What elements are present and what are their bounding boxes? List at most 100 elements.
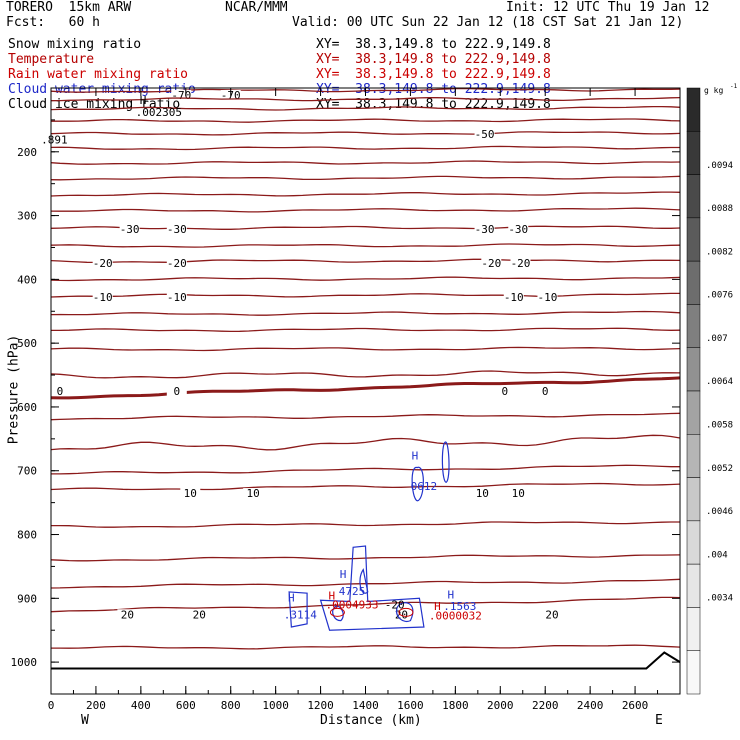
rain-contour xyxy=(398,607,414,617)
cloud-water-contour xyxy=(319,545,425,631)
temperature-contour xyxy=(50,191,681,197)
contour-label-mask xyxy=(49,386,70,396)
contour-label: -30 xyxy=(120,223,140,236)
cloud-water-max-label: .1563 xyxy=(443,600,476,613)
rain-max-label: H xyxy=(434,600,441,613)
contour-label-mask xyxy=(474,223,495,234)
temperature-contour xyxy=(50,346,681,352)
temperature-contour xyxy=(50,370,681,379)
contour-label: 20 xyxy=(121,608,134,621)
temperature-contour xyxy=(50,225,681,230)
contour-label-mask xyxy=(166,257,187,268)
contour-label-mask xyxy=(119,223,140,234)
y-tick-label: 500 xyxy=(17,337,37,350)
cloud-water-max-label: .3114 xyxy=(284,609,317,622)
contour-label: -20 xyxy=(93,257,113,270)
terrain-line xyxy=(51,651,681,670)
y-tick-label: 800 xyxy=(17,529,37,542)
contour-layer: -70 -70-50-30 -30 -30 -30-20 -20 -20 -20-10 -10-… xyxy=(41,87,681,670)
x-tick-label: 1800 xyxy=(442,699,469,712)
contour-label-mask xyxy=(508,488,529,499)
colorbar-swatch xyxy=(686,217,701,262)
init-time: Init: 12 UTC Thu 19 Jan 12 xyxy=(506,0,710,15)
x-tick-label: 1600 xyxy=(397,699,424,712)
contour-label: -20 xyxy=(167,257,187,270)
center-title: NCAR/MMM xyxy=(225,0,288,15)
colorbar-swatch xyxy=(686,520,701,565)
cloud-water-contour xyxy=(288,591,308,628)
contour-label: -10 xyxy=(167,291,187,304)
temperature-contour xyxy=(50,434,681,451)
temperature-contour xyxy=(50,105,681,111)
temperature-contour xyxy=(50,310,681,316)
temperature-contour xyxy=(50,276,681,282)
temperature-contour xyxy=(50,482,681,491)
contour-label: 0 xyxy=(542,385,549,398)
contour-label-mask xyxy=(474,128,495,139)
contour-label-mask xyxy=(166,223,187,234)
contour-label: -20 xyxy=(511,257,531,270)
x-tick-label: 200 xyxy=(86,699,106,712)
colorbar-swatch xyxy=(686,477,701,522)
contour-label: 0 xyxy=(57,385,64,398)
snow-max-label: .002305 xyxy=(136,106,182,119)
temperature-contour xyxy=(50,131,681,136)
temperature-contour xyxy=(51,521,680,528)
contour-label: 10 xyxy=(476,487,489,500)
colorbar-label: .0094 xyxy=(706,161,733,171)
snow-max-label: .891 xyxy=(41,133,68,146)
y-tick-label: 200 xyxy=(17,146,37,159)
x-tick-label: 0 xyxy=(48,699,55,712)
x-tick-label: 2000 xyxy=(487,699,514,712)
contour-label: 20 xyxy=(395,608,408,621)
x-tick-label: 2200 xyxy=(532,699,559,712)
legend-xy-snow: XY= 38.3,149.8 to 222.9,149.8 xyxy=(316,37,551,52)
contour-label-mask xyxy=(117,609,138,620)
valid-time: Valid: 00 UTC Sun 22 Jan 12 (18 CST Sat … xyxy=(292,15,684,30)
colorbar-label: .0034 xyxy=(706,594,733,604)
contour-label: 0 xyxy=(173,385,180,398)
temperature-contour xyxy=(50,145,680,151)
cloud-water-max-label: 0612 xyxy=(411,480,438,493)
cloud-water-contour xyxy=(411,466,424,502)
colorbar: .0094 .0088 .0082 .0076 .007 .0064 .0058 .0052.… xyxy=(686,83,738,695)
cloud-water-contour xyxy=(396,602,414,623)
colorbar-label: .0064 xyxy=(706,377,733,387)
colorbar-label: .007 xyxy=(706,334,728,344)
temperature-contour xyxy=(50,376,681,400)
contour-label-mask xyxy=(503,292,524,303)
cloud-water-max-label: H xyxy=(288,592,295,605)
temperature-contour xyxy=(50,596,681,613)
y-axis-title: Pressure (hPa) xyxy=(6,334,22,445)
x-tick-label: 400 xyxy=(131,699,151,712)
contour-label-mask xyxy=(541,609,562,620)
contour-label: 20 xyxy=(193,608,206,621)
contour-label: -10 xyxy=(93,291,113,304)
y-tick-label: 600 xyxy=(17,401,37,414)
contour-label-mask xyxy=(243,488,264,499)
contour-label-mask xyxy=(472,488,493,499)
cloud-water-contour xyxy=(359,568,369,594)
x-tick-label: 1400 xyxy=(352,699,379,712)
colorbar-swatch xyxy=(686,260,701,305)
contour-label-mask xyxy=(494,386,515,396)
axes-layer: 0 200 400 600 800 1000 1200 1400 1600 1800 2000 220… xyxy=(11,87,681,712)
contour-label: 10 xyxy=(184,487,197,500)
legend-name-snow: Snow mixing ratio xyxy=(8,37,142,52)
contour-label: -10 xyxy=(538,291,558,304)
colorbar-swatch xyxy=(686,87,701,132)
contour-label-mask xyxy=(166,386,187,396)
colorbar-swatch xyxy=(686,434,701,478)
x-tick-label: 1000 xyxy=(262,699,289,712)
x-axis-title: Distance (km) xyxy=(320,713,422,728)
colorbar-swatch xyxy=(686,131,701,175)
rain-contour xyxy=(329,607,345,617)
temperature-contour xyxy=(50,207,681,213)
contour-label-mask xyxy=(510,257,531,268)
colorbar-label: .0088 xyxy=(706,204,733,214)
temperature-contour xyxy=(50,160,681,165)
temperature-contour xyxy=(50,292,680,298)
cloud-water-max-label: H xyxy=(412,449,419,462)
colorbar-swatch xyxy=(686,174,701,219)
cloud-water-max-label: H xyxy=(448,588,455,601)
